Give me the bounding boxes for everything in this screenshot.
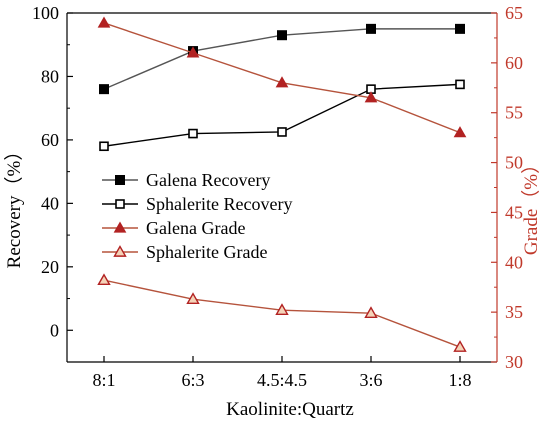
data-point-sphalerite-recovery: [277, 127, 287, 137]
data-point-galena-recovery: [99, 84, 109, 95]
x-tick-label: 4.5:4.5: [257, 370, 307, 390]
data-point-galena-recovery: [366, 23, 376, 34]
data-point-galena-grade: [97, 16, 111, 28]
legend-label-galena-recovery: Galena Recovery: [146, 170, 270, 190]
plot-layer: [97, 16, 467, 352]
legend-label-galena-grade: Galena Grade: [146, 218, 245, 238]
data-point-sphalerite-grade: [186, 292, 200, 305]
series-line-sphalerite-recovery: [103, 83, 461, 147]
y-left-tick-label: 20: [41, 257, 59, 277]
data-point-galena-grade: [364, 91, 378, 103]
legend-marker-galena-grade: [113, 221, 127, 233]
data-point-sphalerite-grade: [364, 306, 378, 318]
x-tick-label: 1:8: [448, 370, 471, 390]
y-axis-title-left: Recovery（%）: [3, 142, 25, 269]
x-tick-label: 8:1: [92, 370, 115, 390]
legend-label-sphalerite-grade: Sphalerite Grade: [146, 242, 267, 262]
y-right-tick-label: 40: [505, 252, 523, 272]
y-right-tick-label: 65: [505, 3, 523, 23]
legend: Galena Recovery Sphalerite Recovery Galena…: [102, 170, 292, 262]
data-point-galena-grade: [275, 76, 289, 88]
data-point-sphalerite-grade: [97, 273, 111, 286]
legend-marker-sphalerite-recovery: [115, 199, 125, 209]
y-left-tick-label: 100: [32, 3, 59, 23]
y-right-tick-label: 60: [505, 53, 523, 73]
y-right-tick-label: 35: [505, 302, 523, 322]
y-axis-title-right: Grade（%）: [520, 155, 542, 255]
x-axis-title: Kaolinite:Quartz: [226, 399, 354, 420]
data-point-galena-recovery: [455, 23, 465, 34]
y-right-tick-label: 55: [505, 103, 523, 123]
y-right-tick-label: 30: [505, 352, 523, 372]
y-right-tick-label: 45: [505, 202, 523, 222]
y-left-tick-label: 40: [41, 193, 59, 213]
y-left-tick-label: 0: [50, 320, 59, 340]
data-point-sphalerite-recovery: [455, 79, 465, 90]
data-point-galena-grade: [186, 46, 200, 58]
data-point-galena-grade: [453, 126, 467, 138]
data-point-sphalerite-recovery: [99, 141, 109, 152]
x-tick-label: 3:6: [359, 370, 382, 390]
data-point-sphalerite-recovery: [188, 128, 198, 139]
legend-marker-sphalerite-grade: [113, 245, 127, 257]
data-point-galena-recovery: [277, 30, 287, 41]
data-point-sphalerite-grade: [453, 340, 467, 352]
legend-label-sphalerite-recovery: Sphalerite Recovery: [146, 194, 292, 214]
legend-marker-galena-recovery: [115, 175, 125, 185]
data-point-sphalerite-grade: [275, 303, 289, 315]
y-left-tick-label: 80: [41, 66, 59, 86]
y-left-tick-label: 60: [41, 130, 59, 150]
x-tick-label: 6:3: [181, 370, 204, 390]
axes-layer: 0 20 40 60 80 100 30 35 40 45 50 55 60 65 8:1 6:3 4.5:4.…: [32, 3, 523, 390]
y-right-tick-label: 50: [505, 153, 523, 173]
